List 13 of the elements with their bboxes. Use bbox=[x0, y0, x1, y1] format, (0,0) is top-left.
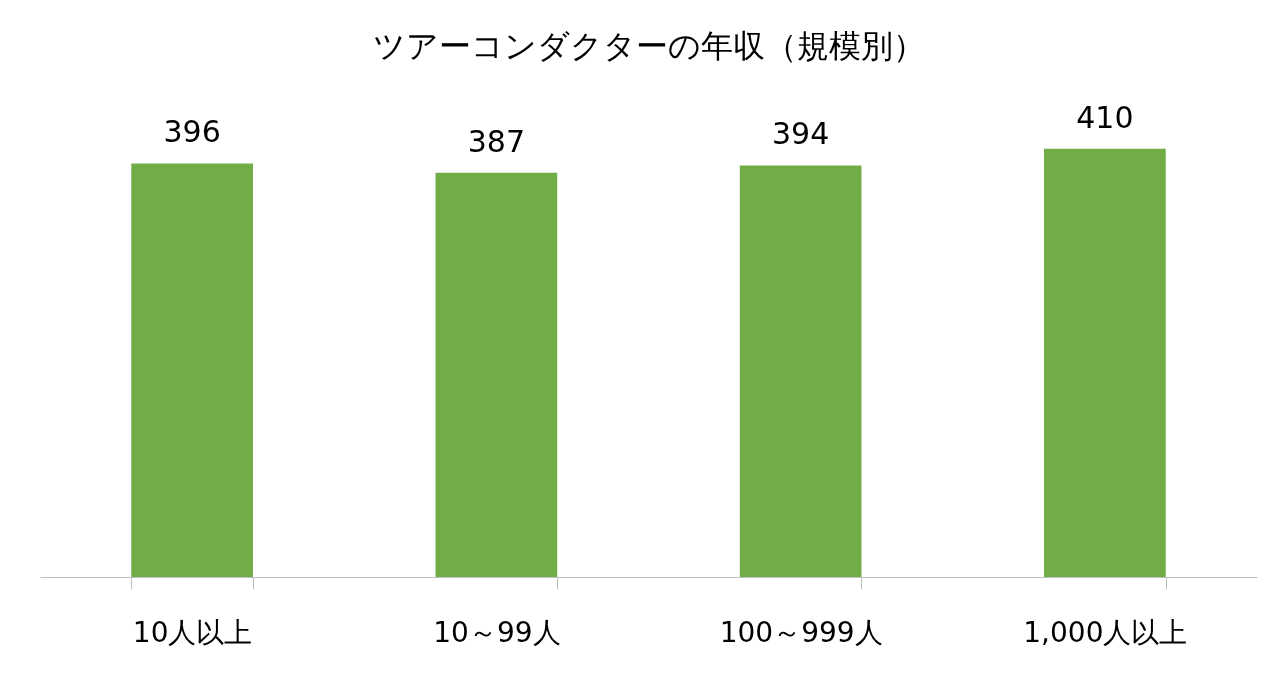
bar bbox=[435, 172, 558, 577]
data-label: 410 bbox=[1076, 99, 1134, 135]
data-label: 394 bbox=[771, 116, 830, 152]
data-label: 396 bbox=[163, 114, 221, 150]
x-tick-label: 1,000人以上 bbox=[1023, 615, 1188, 649]
bar bbox=[131, 163, 253, 577]
x-tick-label: 10人以上 bbox=[132, 615, 253, 649]
x-tick-label: 100～999人 bbox=[719, 615, 883, 649]
bar bbox=[1044, 148, 1166, 577]
data-label: 387 bbox=[467, 123, 526, 159]
bar bbox=[739, 165, 862, 577]
chart-title: ツアーコンダクターの年収（規模別） bbox=[372, 26, 925, 65]
x-tick-label: 10～99人 bbox=[433, 615, 561, 649]
